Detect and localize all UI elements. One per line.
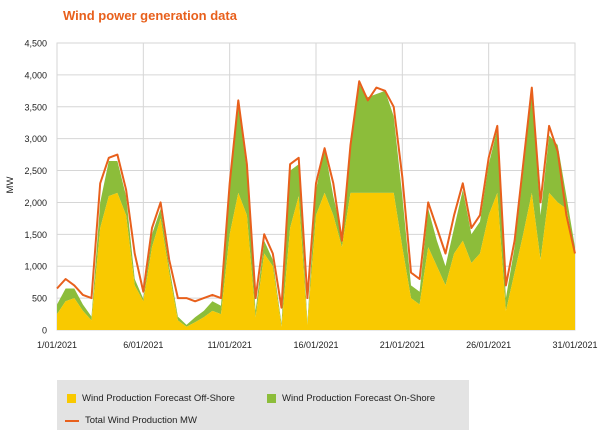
x-tick-label: 26/01/2021 xyxy=(466,340,511,350)
x-tick-label: 16/01/2021 xyxy=(293,340,338,350)
y-tick-label: 4,000 xyxy=(24,70,47,80)
legend: Wind Production Forecast Off-Shore Wind … xyxy=(57,380,469,430)
onshore-area xyxy=(57,84,575,327)
x-tick-label: 21/01/2021 xyxy=(380,340,425,350)
legend-item-offshore: Wind Production Forecast Off-Shore xyxy=(67,393,235,404)
chart-plot: 0 500 1,000 1,500 2,000 2,500 3,000 3,500 4,000 4… xyxy=(5,39,598,351)
chart-title: Wind power generation data xyxy=(63,8,237,23)
total-production-line xyxy=(56,80,576,309)
axes: 0 500 1,000 1,500 2,000 2,500 3,000 3,500 4,000 4… xyxy=(24,39,597,351)
offshore-area xyxy=(57,192,575,330)
y-tick-label: 1,000 xyxy=(24,262,47,272)
y-axis-label: MW xyxy=(5,177,16,194)
x-tick-label: 6/01/2021 xyxy=(123,340,163,350)
y-tick-label: 0 xyxy=(42,326,47,336)
onshore-swatch xyxy=(267,394,276,403)
y-tick-label: 500 xyxy=(32,294,47,304)
legend-item-onshore: Wind Production Forecast On-Shore xyxy=(267,393,435,404)
y-tick-label: 2,500 xyxy=(24,166,47,176)
series-layer xyxy=(56,80,576,330)
y-tick-label: 4,500 xyxy=(24,39,47,49)
y-tick-label: 2,000 xyxy=(24,198,47,208)
offshore-swatch xyxy=(67,394,76,403)
total-swatch xyxy=(65,419,79,422)
y-tick-label: 3,500 xyxy=(24,102,47,112)
x-tick-label: 1/01/2021 xyxy=(37,340,77,350)
legend-item-total: Total Wind Production MW xyxy=(65,415,197,426)
legend-label-total: Total Wind Production MW xyxy=(85,415,197,426)
x-tick-label: 11/01/2021 xyxy=(207,340,251,350)
x-tick-label: 31/01/2021 xyxy=(552,340,597,350)
y-tick-label: 1,500 xyxy=(24,230,47,240)
legend-label-onshore: Wind Production Forecast On-Shore xyxy=(282,393,436,404)
y-tick-label: 3,000 xyxy=(24,134,47,144)
legend-label-offshore: Wind Production Forecast Off-Shore xyxy=(82,393,235,404)
